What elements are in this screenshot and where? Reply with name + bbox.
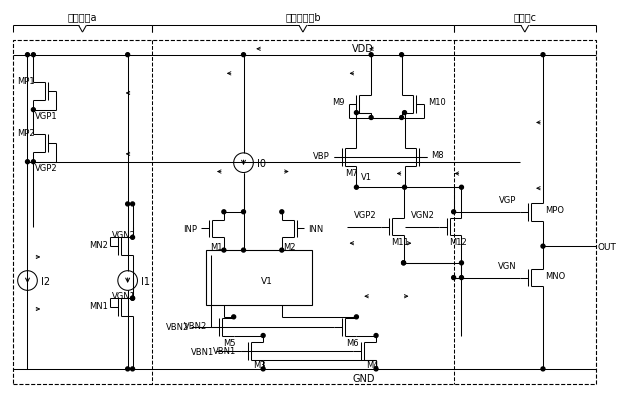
Bar [206,251,312,305]
Circle shape [31,108,35,112]
Circle shape [280,210,284,214]
Text: V1: V1 [261,276,273,285]
Circle shape [374,334,378,338]
Circle shape [25,54,30,57]
Circle shape [261,334,265,338]
Text: VBP: VBP [313,152,330,161]
Text: MNO: MNO [545,271,565,280]
Circle shape [460,186,463,190]
Text: INP: INP [183,225,197,233]
Circle shape [354,111,358,115]
Text: 偏置电路a: 偏置电路a [68,12,97,22]
Text: I2: I2 [41,276,51,286]
Circle shape [452,276,455,280]
Circle shape [541,54,545,57]
Circle shape [25,160,30,164]
Text: VGP2: VGP2 [35,164,58,173]
Text: M1: M1 [210,242,222,251]
Circle shape [400,54,404,57]
Circle shape [541,367,545,371]
Text: VGN2: VGN2 [112,230,136,239]
Text: M6: M6 [346,338,359,347]
Circle shape [354,186,358,190]
Text: M5: M5 [223,338,236,347]
Text: V1: V1 [361,172,372,182]
Circle shape [232,315,236,319]
Text: 差分输入级b: 差分输入级b [285,12,321,22]
Circle shape [31,160,35,164]
Text: 输出级c: 输出级c [513,12,536,22]
Circle shape [400,116,404,120]
Circle shape [131,203,135,207]
Text: M3: M3 [253,360,265,370]
Text: VGN2: VGN2 [411,211,435,220]
Text: MP1: MP1 [17,77,35,85]
Text: M4: M4 [366,360,378,370]
Text: M12: M12 [449,237,466,246]
Circle shape [126,367,130,371]
Circle shape [126,203,130,207]
Text: I1: I1 [141,276,151,286]
Circle shape [460,261,463,265]
Text: GND: GND [352,373,375,383]
Text: VBN2: VBN2 [184,321,207,330]
Text: M2: M2 [283,242,296,251]
Circle shape [541,245,545,249]
Text: VBN1: VBN1 [213,346,237,355]
Circle shape [354,315,358,319]
Text: M7: M7 [345,168,358,178]
Text: MP2: MP2 [17,128,35,138]
Text: MN2: MN2 [89,240,108,249]
Text: M11: M11 [391,237,408,246]
Text: MPO: MPO [545,206,564,215]
Circle shape [241,249,246,252]
Circle shape [402,111,407,115]
Text: VBN1: VBN1 [191,347,214,356]
Text: VDD: VDD [352,44,375,54]
Text: INN: INN [308,225,323,233]
Text: VGP: VGP [499,196,516,205]
Circle shape [452,210,455,214]
Circle shape [131,296,135,300]
Circle shape [131,367,135,371]
Text: VGP2: VGP2 [354,211,377,220]
Circle shape [241,210,246,214]
Circle shape [280,249,284,252]
Circle shape [131,236,135,240]
Bar [13,41,596,384]
Text: M8: M8 [431,151,444,160]
Text: VGN: VGN [498,261,516,271]
Circle shape [261,367,265,371]
Circle shape [222,249,226,252]
Circle shape [241,54,246,57]
Text: OUT: OUT [598,242,617,251]
Text: VBN2: VBN2 [166,322,189,331]
Circle shape [369,116,373,120]
Text: I0: I0 [257,158,267,168]
Circle shape [31,54,35,57]
Text: VGP1: VGP1 [35,112,58,121]
Text: MN1: MN1 [89,301,108,310]
Circle shape [131,296,135,300]
Circle shape [402,261,405,265]
Circle shape [460,276,463,280]
Circle shape [222,210,226,214]
Text: VGN1: VGN1 [112,291,136,300]
Text: M9: M9 [332,98,345,107]
Text: M10: M10 [428,98,446,107]
Circle shape [402,261,405,265]
Circle shape [369,54,373,57]
Circle shape [126,54,130,57]
Circle shape [402,186,407,190]
Circle shape [374,367,378,371]
